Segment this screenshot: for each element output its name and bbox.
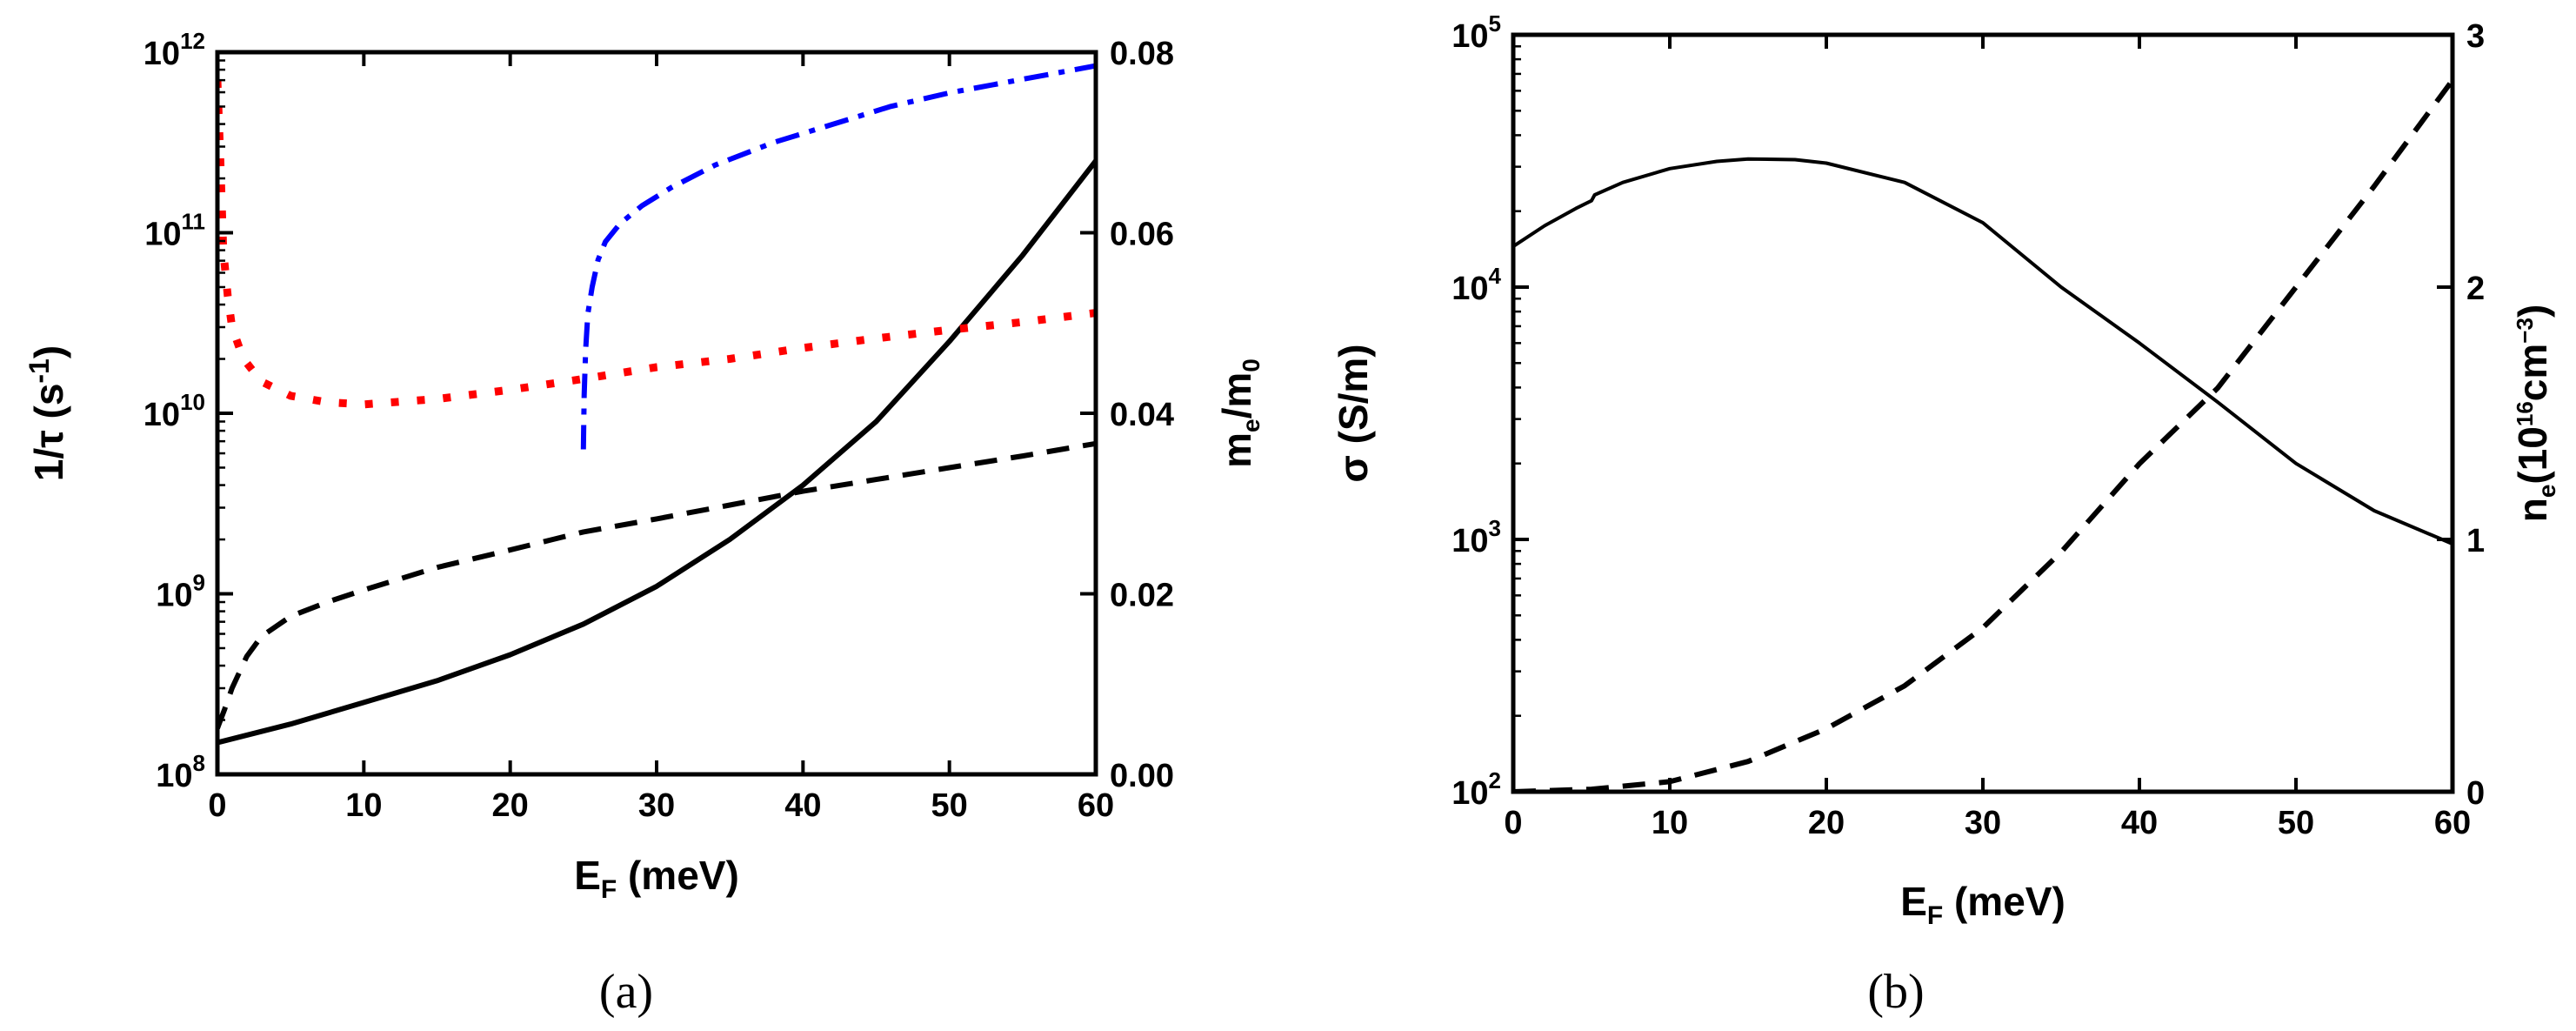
panel-b-x-label: EF (meV) <box>1900 879 2065 930</box>
panel-b-label: (b) <box>1867 965 1924 1019</box>
a-left-tick-label-2: 1010 <box>143 389 205 433</box>
b-right-tick-label-1: 1 <box>2466 523 2485 559</box>
a-right-tick-label-3: 0.06 <box>1110 217 1174 253</box>
panel-b-right-ticks: 0 1 2 3 <box>2437 18 2485 812</box>
b-x-tick-label-6: 60 <box>2434 805 2471 841</box>
panel-a-right-y-label: me/m0 <box>1214 358 1265 468</box>
b-right-tick-label-2: 2 <box>2466 271 2485 307</box>
b-x-tick-label-2: 20 <box>1808 805 1845 841</box>
b-left-tick-label-3: 105 <box>1452 10 1501 55</box>
b-x-tick-label-4: 40 <box>2121 805 2158 841</box>
a-right-tick-label-4: 0.08 <box>1110 36 1174 72</box>
b-left-tick-label-0: 102 <box>1452 767 1501 812</box>
panel-a-series <box>217 63 1096 746</box>
b-x-tick-label-3: 30 <box>1965 805 2001 841</box>
b-x-tick-label-1: 10 <box>1652 805 1688 841</box>
a-series-dashdot-blue <box>580 63 1096 450</box>
panel-a-x-label: EF (meV) <box>574 853 739 904</box>
a-series-solid-black <box>217 159 1096 746</box>
a-x-tick-label-6: 60 <box>1078 787 1114 824</box>
b-left-tick-label-1: 103 <box>1452 515 1501 559</box>
a-x-tick-label-3: 30 <box>638 787 675 824</box>
a-series-dotted-red <box>217 79 1096 409</box>
b-left-tick-label-2: 104 <box>1452 263 1501 307</box>
a-right-tick-label-0: 0.00 <box>1110 758 1174 794</box>
a-left-tick-label-1: 109 <box>156 570 205 614</box>
a-x-tick-label-4: 40 <box>784 787 821 824</box>
b-right-tick-label-0: 0 <box>2466 775 2485 812</box>
b-right-tick-label-3: 3 <box>2466 18 2485 55</box>
panel-a-frame <box>215 50 1098 777</box>
panel-b-x-ticks: 0 10 20 30 40 50 60 <box>1504 35 2471 841</box>
panel-b-left-y-label: σ (S/m) <box>1331 344 1376 482</box>
a-x-tick-label-1: 10 <box>345 787 382 824</box>
a-x-tick-label-5: 50 <box>931 787 968 824</box>
panel-b-frame <box>1511 32 2455 794</box>
panel-b-series <box>1513 78 2453 792</box>
panel-a-left-ticks: 108 109 1010 1011 1012 <box>143 28 233 794</box>
panel-b: 0 10 20 30 40 50 60 102 103 104 105 0 1 2 3 EF (meV)… <box>1331 10 2560 1019</box>
panel-b-right-y-label: ne(1016cm−3) <box>2510 305 2560 523</box>
a-left-tick-label-4: 1012 <box>143 28 205 72</box>
a-right-tick-label-2: 0.04 <box>1110 397 1174 433</box>
a-right-tick-label-1: 0.02 <box>1110 578 1174 614</box>
panel-a-x-ticks: 0 10 20 30 40 50 60 <box>208 52 1114 824</box>
a-series-dashed-black <box>217 440 1096 730</box>
panel-a-right-ticks: 0.00 0.02 0.04 0.06 0.08 <box>1080 36 1174 794</box>
b-x-tick-label-5: 50 <box>2278 805 2314 841</box>
panel-b-left-ticks: 102 103 104 105 <box>1452 10 1529 812</box>
a-x-tick-label-0: 0 <box>208 787 226 824</box>
a-left-tick-label-0: 108 <box>156 750 205 794</box>
b-x-tick-label-0: 0 <box>1504 805 1522 841</box>
a-x-tick-label-2: 20 <box>492 787 529 824</box>
panel-a-label: (a) <box>599 965 653 1019</box>
panel-a-left-y-label: 1/τ (s-1) <box>23 345 71 481</box>
a-left-tick-label-3: 1011 <box>144 209 205 253</box>
b-series-dashed-black <box>1513 78 2453 792</box>
b-series-solid-black <box>1513 157 2453 546</box>
